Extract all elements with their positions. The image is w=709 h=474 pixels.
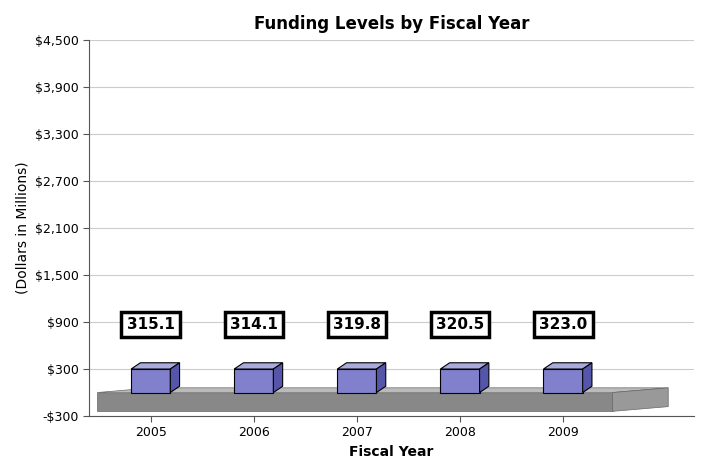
- Polygon shape: [479, 363, 489, 392]
- Y-axis label: (Dollars in Millions): (Dollars in Millions): [15, 162, 29, 294]
- Polygon shape: [97, 388, 668, 392]
- Polygon shape: [234, 369, 274, 392]
- Polygon shape: [376, 363, 386, 392]
- Polygon shape: [131, 369, 170, 392]
- Polygon shape: [613, 388, 668, 411]
- Polygon shape: [131, 363, 179, 369]
- Polygon shape: [440, 363, 489, 369]
- Polygon shape: [440, 369, 479, 392]
- Text: 320.5: 320.5: [436, 317, 484, 332]
- Polygon shape: [97, 392, 613, 411]
- Polygon shape: [170, 363, 179, 392]
- Polygon shape: [234, 363, 283, 369]
- Polygon shape: [544, 369, 583, 392]
- Title: Funding Levels by Fiscal Year: Funding Levels by Fiscal Year: [254, 15, 529, 33]
- X-axis label: Fiscal Year: Fiscal Year: [350, 445, 434, 459]
- Text: 315.1: 315.1: [127, 317, 174, 332]
- Text: 323.0: 323.0: [539, 317, 587, 332]
- Polygon shape: [337, 369, 376, 392]
- Text: 314.1: 314.1: [230, 317, 278, 332]
- Polygon shape: [544, 363, 592, 369]
- Polygon shape: [274, 363, 283, 392]
- Polygon shape: [337, 363, 386, 369]
- Text: 319.8: 319.8: [333, 317, 381, 332]
- Polygon shape: [583, 363, 592, 392]
